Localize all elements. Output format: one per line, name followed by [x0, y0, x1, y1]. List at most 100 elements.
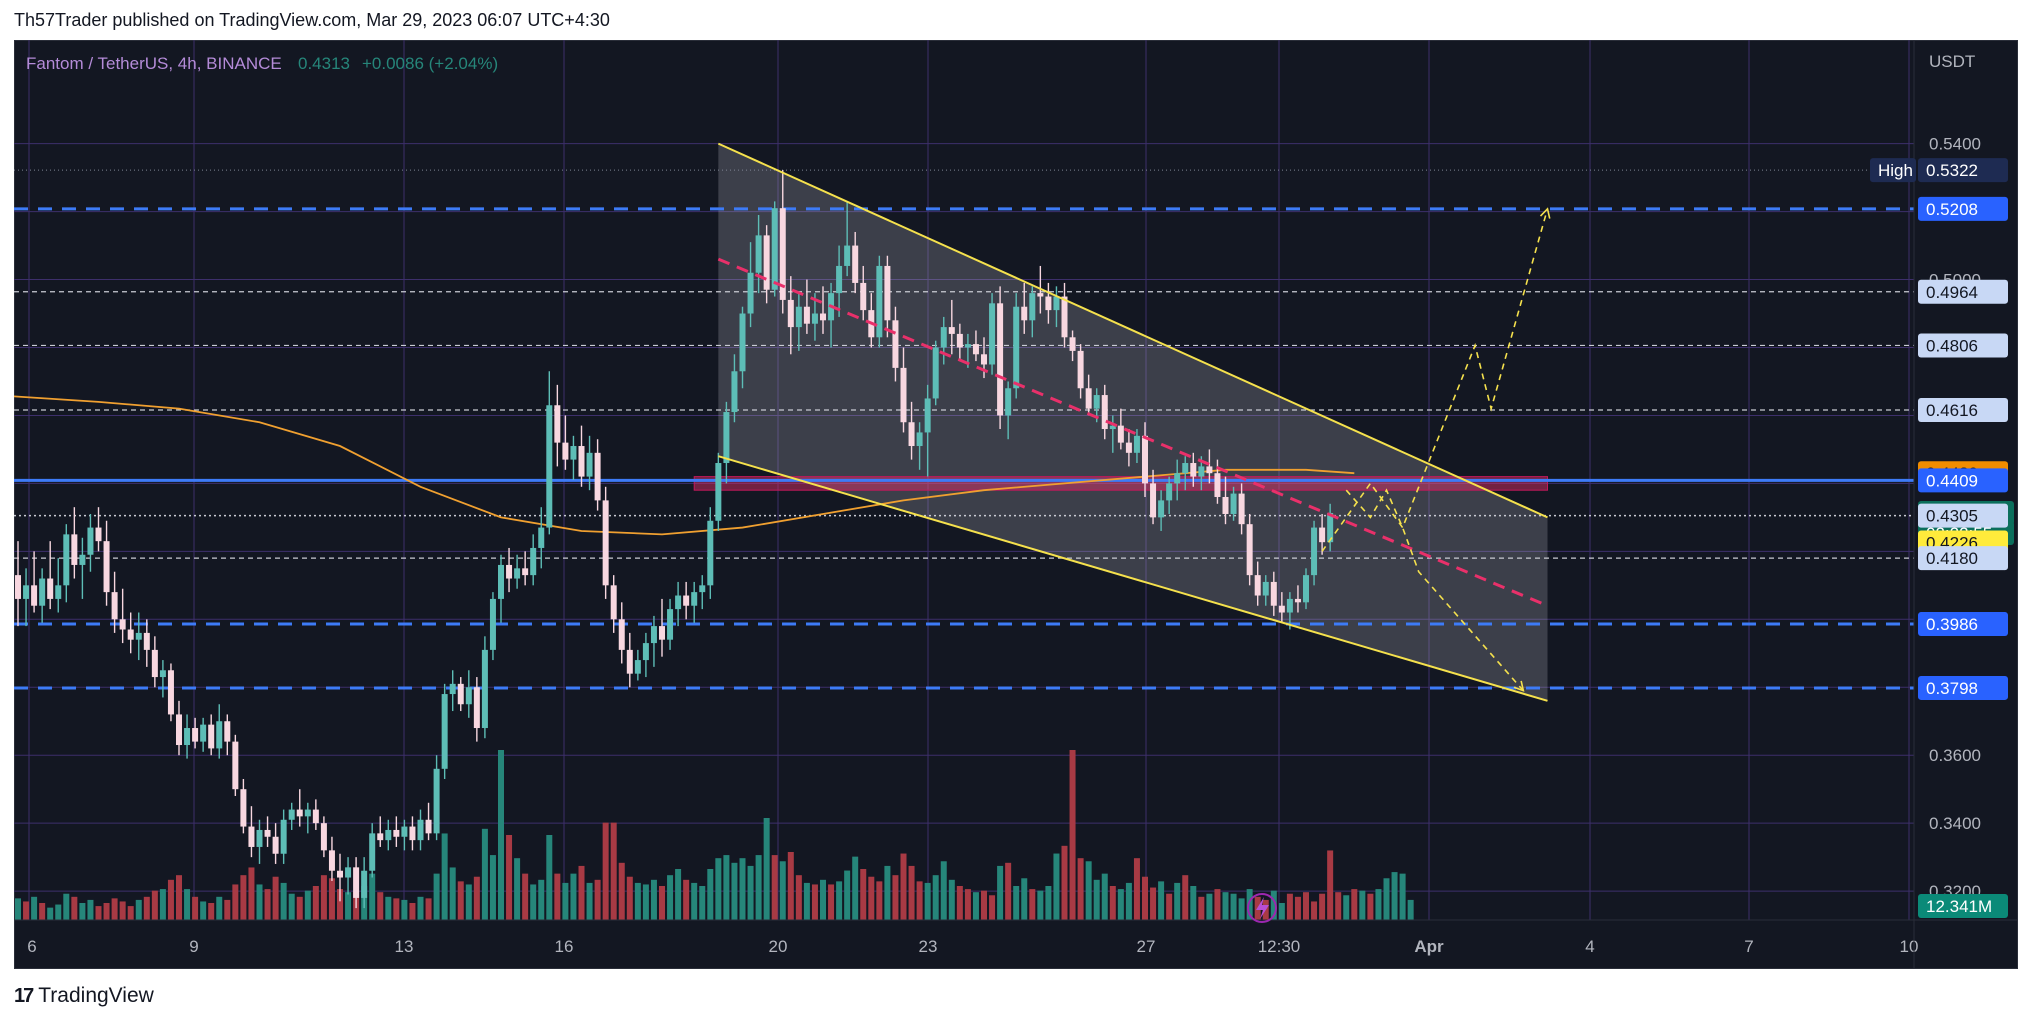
- candle-body: [361, 870, 368, 898]
- price-tag[interactable]: [1918, 894, 2008, 918]
- projection-up-path[interactable]: [1321, 208, 1549, 552]
- volume-bar: [433, 873, 440, 920]
- candle-body: [731, 371, 738, 413]
- volume-bar: [723, 855, 730, 920]
- volume-bar: [449, 867, 456, 920]
- volume-bar: [167, 879, 174, 920]
- channel-upper-line[interactable]: [717, 142, 1548, 519]
- price-tag-label: 12.341M: [1926, 897, 1992, 916]
- arrow-head-icon: [1513, 680, 1525, 692]
- candle-body: [602, 500, 609, 586]
- candle-body: [1077, 350, 1084, 389]
- candle-body: [55, 585, 62, 599]
- volume-bar: [304, 890, 311, 920]
- candle-body: [240, 789, 247, 827]
- candle-body: [31, 585, 38, 606]
- volume-bar: [1109, 886, 1116, 920]
- candle-body: [1093, 395, 1100, 409]
- candle-body: [15, 575, 21, 599]
- volume-bar: [15, 898, 21, 920]
- candle-body: [1303, 575, 1309, 603]
- candle-body: [208, 724, 215, 749]
- volume-bar: [224, 899, 231, 920]
- candle-body: [1246, 524, 1253, 576]
- volume-bar: [393, 898, 400, 920]
- time-tick-label: 23: [919, 937, 938, 956]
- candle-body: [385, 829, 392, 841]
- descending-channel[interactable]: [717, 142, 1548, 702]
- projection-paths[interactable]: [1321, 207, 1551, 692]
- projection-down-path[interactable]: [1345, 488, 1524, 692]
- candle-body: [498, 564, 504, 599]
- volume-bar: [964, 889, 971, 920]
- candle-body: [964, 344, 971, 348]
- price-tag[interactable]: [1918, 196, 2008, 221]
- candle-body: [1013, 306, 1020, 389]
- candle-body: [1327, 512, 1334, 543]
- price-tag[interactable]: [1918, 675, 2008, 700]
- candle-body: [401, 826, 408, 837]
- candle-body: [956, 333, 963, 348]
- volume-bar: [1335, 892, 1342, 920]
- price-tag[interactable]: [1918, 546, 2008, 571]
- candle-body: [143, 632, 150, 650]
- volume-bar: [940, 861, 947, 920]
- price-tick-label: 0.3400: [1929, 814, 1981, 833]
- volume-bar: [1198, 896, 1205, 920]
- volume-bar: [1125, 882, 1132, 920]
- candle-body: [836, 265, 843, 294]
- candle-body: [707, 520, 714, 586]
- price-tag[interactable]: [1918, 158, 2008, 183]
- volume-bar: [1206, 893, 1213, 920]
- candle-body: [1198, 466, 1205, 477]
- price-tag[interactable]: [1918, 468, 2008, 493]
- volume-bar: [232, 884, 239, 920]
- volume-bar: [1174, 882, 1181, 920]
- candle-body: [47, 578, 54, 599]
- volume-bar: [103, 903, 110, 920]
- tradingview-logo[interactable]: 17 TradingView: [14, 984, 154, 1008]
- candle-body: [908, 422, 915, 447]
- volume-bar: [828, 884, 835, 920]
- trendline-dashed[interactable]: [717, 257, 1549, 608]
- volume-bar: [1190, 886, 1197, 920]
- volume-bar: [956, 886, 963, 920]
- candle-body: [723, 412, 730, 464]
- trendline[interactable]: [717, 257, 1549, 608]
- price-tag[interactable]: [1918, 398, 2008, 423]
- price-tag[interactable]: [1870, 158, 1916, 183]
- volume-bar: [820, 879, 826, 920]
- price-axis[interactable]: USDT0.54000.50000.36000.34000.3200High0.…: [14, 40, 2018, 969]
- volume-bar: [691, 882, 698, 920]
- volume-bar: [763, 818, 770, 920]
- candle-body: [345, 867, 352, 878]
- candle-body: [940, 327, 947, 348]
- channel-lower-line[interactable]: [718, 455, 1548, 702]
- volume-bar: [1005, 862, 1012, 920]
- candle-body: [393, 829, 400, 837]
- price-tag[interactable]: [1918, 279, 2008, 304]
- candle-body: [506, 564, 513, 579]
- candle-body: [489, 598, 496, 650]
- volume-bar: [63, 893, 70, 920]
- candle-body: [192, 728, 199, 742]
- volume-bar: [312, 886, 319, 920]
- volume-bar: [264, 889, 271, 920]
- price-tag[interactable]: [1918, 503, 2008, 528]
- candle-body: [852, 245, 859, 283]
- volume-bar: [127, 906, 134, 920]
- time-axis[interactable]: 6 9 13 16 20 23 27 12:30 Apr 4 7 10: [27, 937, 1918, 956]
- volume-bar: [675, 869, 682, 920]
- lightning-icon[interactable]: [1247, 893, 1277, 923]
- price-tag[interactable]: [1918, 333, 2008, 358]
- legend-symbol: Fantom / TetherUS, 4h, BINANCE: [26, 54, 282, 73]
- price-tag[interactable]: [1918, 612, 2008, 637]
- volume-bar: [562, 882, 569, 920]
- candle-body: [449, 683, 456, 695]
- volume-bar: [836, 881, 843, 920]
- volume-bar: [1101, 873, 1108, 920]
- candle-body: [200, 724, 207, 742]
- volume-bar: [755, 855, 762, 920]
- price-tag-label: 0.5322: [1926, 161, 1978, 180]
